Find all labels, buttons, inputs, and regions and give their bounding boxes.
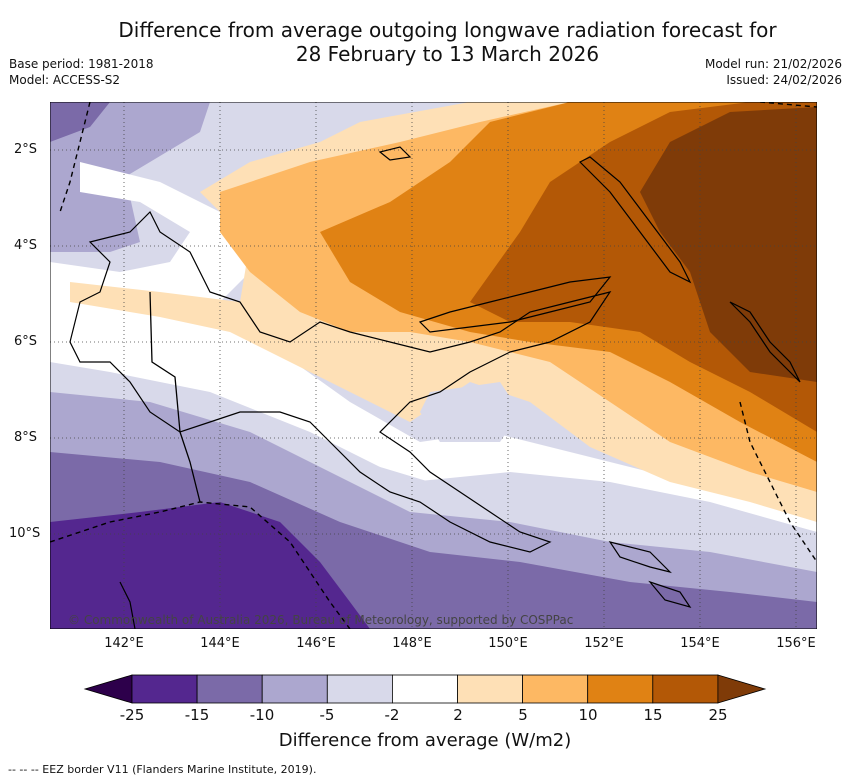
colorbar-segment <box>261 674 328 704</box>
lon-label: 142°E <box>104 636 144 651</box>
border-lines <box>149 291 201 503</box>
map-svg <box>49 101 818 630</box>
lat-label: 2°S <box>14 142 38 157</box>
run-info: Model run: 21/02/2026 Issued: 24/02/2026 <box>705 56 842 88</box>
colorbar-tick-label: 2 <box>453 706 463 724</box>
colorbar-tick-label: 15 <box>643 706 663 724</box>
lon-label: 150°E <box>488 636 528 651</box>
colorbar-tick-label: 10 <box>578 706 598 724</box>
issued-date: Issued: 24/02/2026 <box>726 73 842 87</box>
field-darkest-brown <box>640 107 817 382</box>
eez-legend-note: -- -- -- EEZ border V11 (Flanders Marine… <box>8 763 317 776</box>
field-band-nw-dark <box>50 102 110 142</box>
colorbar-tick-label: -10 <box>249 706 275 724</box>
colorbar-tick-label: -25 <box>119 706 145 724</box>
colorbar-tick-label: -15 <box>184 706 210 724</box>
colorbar-tick-label: -2 <box>384 706 400 724</box>
colorbar-tick-label: 25 <box>708 706 728 724</box>
colorbar-under-arrow <box>83 674 133 704</box>
colorbar <box>83 674 767 704</box>
colorbar-tick-label: 5 <box>518 706 528 724</box>
coastline <box>69 146 801 629</box>
colorbar-segment <box>457 674 523 704</box>
lat-label: 10°S <box>9 526 41 541</box>
colorbar-title: Difference from average (W/m2) <box>278 730 572 751</box>
colorbar-segment <box>196 674 263 704</box>
model-name: Model: ACCESS-S2 <box>9 73 121 87</box>
title-line-1: Difference from average outgoing longwav… <box>118 18 777 42</box>
lon-label: 154°E <box>680 636 720 651</box>
lat-label: 8°S <box>14 430 38 445</box>
base-period: Base period: 1981-2018 <box>9 57 154 71</box>
colorbar-segment <box>131 674 198 704</box>
copyright-notice: © Commonwealth of Australia 2026, Bureau… <box>68 613 574 627</box>
colorbar-over-arrow <box>717 674 767 704</box>
lon-label: 152°E <box>584 636 624 651</box>
colorbar-segments <box>83 674 767 704</box>
lon-label: 144°E <box>200 636 240 651</box>
colorbar-segment <box>652 674 719 704</box>
map-title: Difference from average outgoing longwav… <box>80 18 815 66</box>
colorbar-segment <box>326 674 393 704</box>
lon-label: 146°E <box>296 636 336 651</box>
colorbar-segment <box>522 674 589 704</box>
lat-label: 6°S <box>14 334 38 349</box>
anomaly-map <box>49 101 818 630</box>
model-run: Model run: 21/02/2026 <box>704 57 842 71</box>
title-line-2: 28 February to 13 March 2026 <box>295 42 600 66</box>
colorbar-segment <box>391 674 458 704</box>
model-info: Base period: 1981-2018 Model: ACCESS-S2 <box>9 56 154 88</box>
lon-label: 156°E <box>776 636 816 651</box>
colorbar-tick-label: -5 <box>319 706 335 724</box>
eez-border <box>50 102 817 629</box>
colorbar-segment <box>587 674 654 704</box>
field-pale-blob <box>420 382 520 442</box>
field-band-w-medium <box>50 187 140 252</box>
lon-label: 148°E <box>392 636 432 651</box>
lat-label: 4°S <box>14 238 38 253</box>
